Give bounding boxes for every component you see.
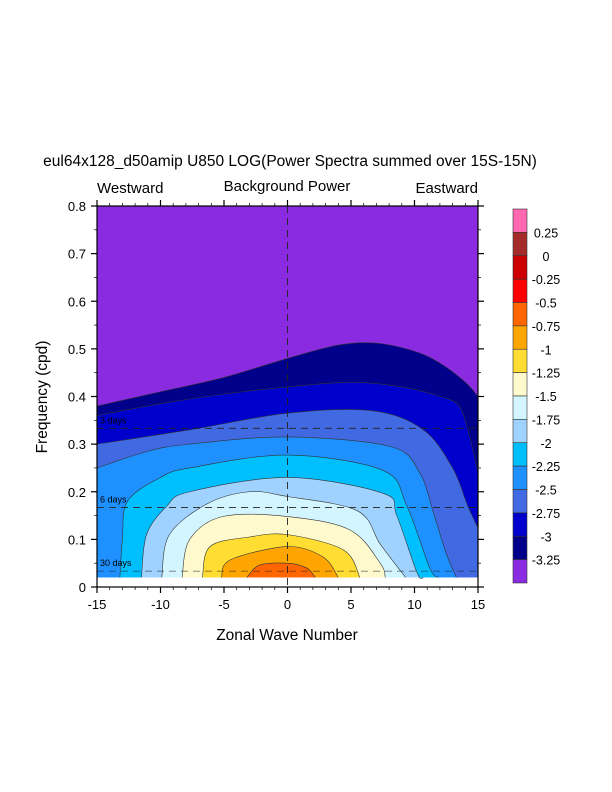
y-tick-label: 0: [79, 580, 86, 595]
colorbar-box: [512, 278, 528, 303]
colorbar-box: [512, 372, 528, 397]
colorbar-box: [512, 512, 528, 537]
colorbar-label: -3.25: [532, 554, 561, 568]
colorbar-box: [512, 232, 528, 257]
colorbar-label: -0.75: [532, 320, 561, 334]
contour-fill--0.75: [246, 562, 316, 578]
contour-line--2.75: [96, 409, 479, 529]
x-tick-label: -10: [151, 597, 170, 612]
period-label: 6 days: [100, 495, 127, 505]
colorbar-label: -2.75: [532, 507, 561, 521]
chart-title: eul64x128_d50amip U850 LOG(Power Spectra…: [43, 153, 537, 170]
period-label: 30 days: [100, 558, 132, 568]
colorbar-label: -0.5: [535, 297, 557, 311]
colorbar-box: [512, 325, 528, 350]
contour-line--3: [96, 381, 479, 473]
contour-line--1.25: [202, 533, 361, 578]
colorbar-box: [512, 395, 528, 420]
colorbar-box: [512, 465, 528, 490]
colorbar-label: -1.5: [535, 390, 557, 404]
colorbar-label: -2: [540, 437, 551, 451]
contour-line--2.25: [119, 454, 439, 578]
colorbar-box: [512, 419, 528, 444]
period-label: 3 days: [100, 415, 127, 425]
colorbar-label: -1: [540, 343, 551, 357]
x-tick-label: 0: [284, 597, 291, 612]
colorbar-label: -3: [540, 530, 551, 544]
colorbar-label: -2.5: [535, 484, 557, 498]
colorbar-box: [512, 208, 528, 233]
y-tick-label: 0.1: [68, 532, 86, 547]
colorbar-label: 0.25: [534, 226, 558, 240]
contour-line--2: [141, 477, 424, 579]
colorbar-box: [512, 255, 528, 280]
colorbar-box: [512, 348, 528, 373]
y-tick-label: 0.5: [68, 342, 86, 357]
colorbar-box: [512, 442, 528, 467]
x-tick-label: 5: [347, 597, 354, 612]
colorbar-label: -1.25: [532, 367, 561, 381]
y-tick-label: 0.6: [68, 294, 86, 309]
contour-line--1.75: [161, 491, 406, 578]
plot-area: 3 days 6 days 30 days: [96, 205, 479, 588]
colorbar-label: -1.75: [532, 413, 561, 427]
colorbar-label: -2.25: [532, 460, 561, 474]
y-tick-label: 0.4: [68, 390, 86, 405]
x-axis-label: Zonal Wave Number: [216, 627, 358, 644]
x-tick-label: 10: [407, 597, 421, 612]
colorbar-label: 0: [543, 250, 550, 264]
colorbar-box: [512, 489, 528, 514]
axis-ticks: -15 -10 -5 0 5 10 15 0 0.1 0.2 0.3 0.4 0.5 0.6 0.7 0.8: [68, 199, 485, 612]
colorbar-box: [512, 559, 528, 584]
colorbar-box: [512, 535, 528, 560]
contour-line--1.5: [181, 513, 386, 578]
x-tick-label: -15: [88, 597, 107, 612]
y-tick-label: 0.3: [68, 437, 86, 452]
colorbar: 0.25 0 -0.25 -0.5 -0.75 -1 -1.25 -1.5 -1.75 -2 -2.…: [512, 208, 561, 584]
x-tick-label: 15: [471, 597, 485, 612]
subtitle-right: Eastward: [415, 180, 478, 197]
subtitle-left: Westward: [97, 180, 163, 197]
colorbar-label: -0.25: [532, 273, 561, 287]
colorbar-box: [512, 302, 528, 327]
contour-line--3.25: [96, 342, 479, 407]
x-tick-label: -5: [218, 597, 230, 612]
y-tick-label: 0.7: [68, 247, 86, 262]
subtitle-center: Background Power: [224, 178, 351, 195]
contour-line--2.5: [96, 436, 457, 578]
contour-line--0.75: [246, 562, 316, 578]
y-tick-label: 0.8: [68, 199, 86, 214]
y-tick-label: 0.2: [68, 485, 86, 500]
y-axis-label: Frequency (cpd): [34, 341, 51, 454]
